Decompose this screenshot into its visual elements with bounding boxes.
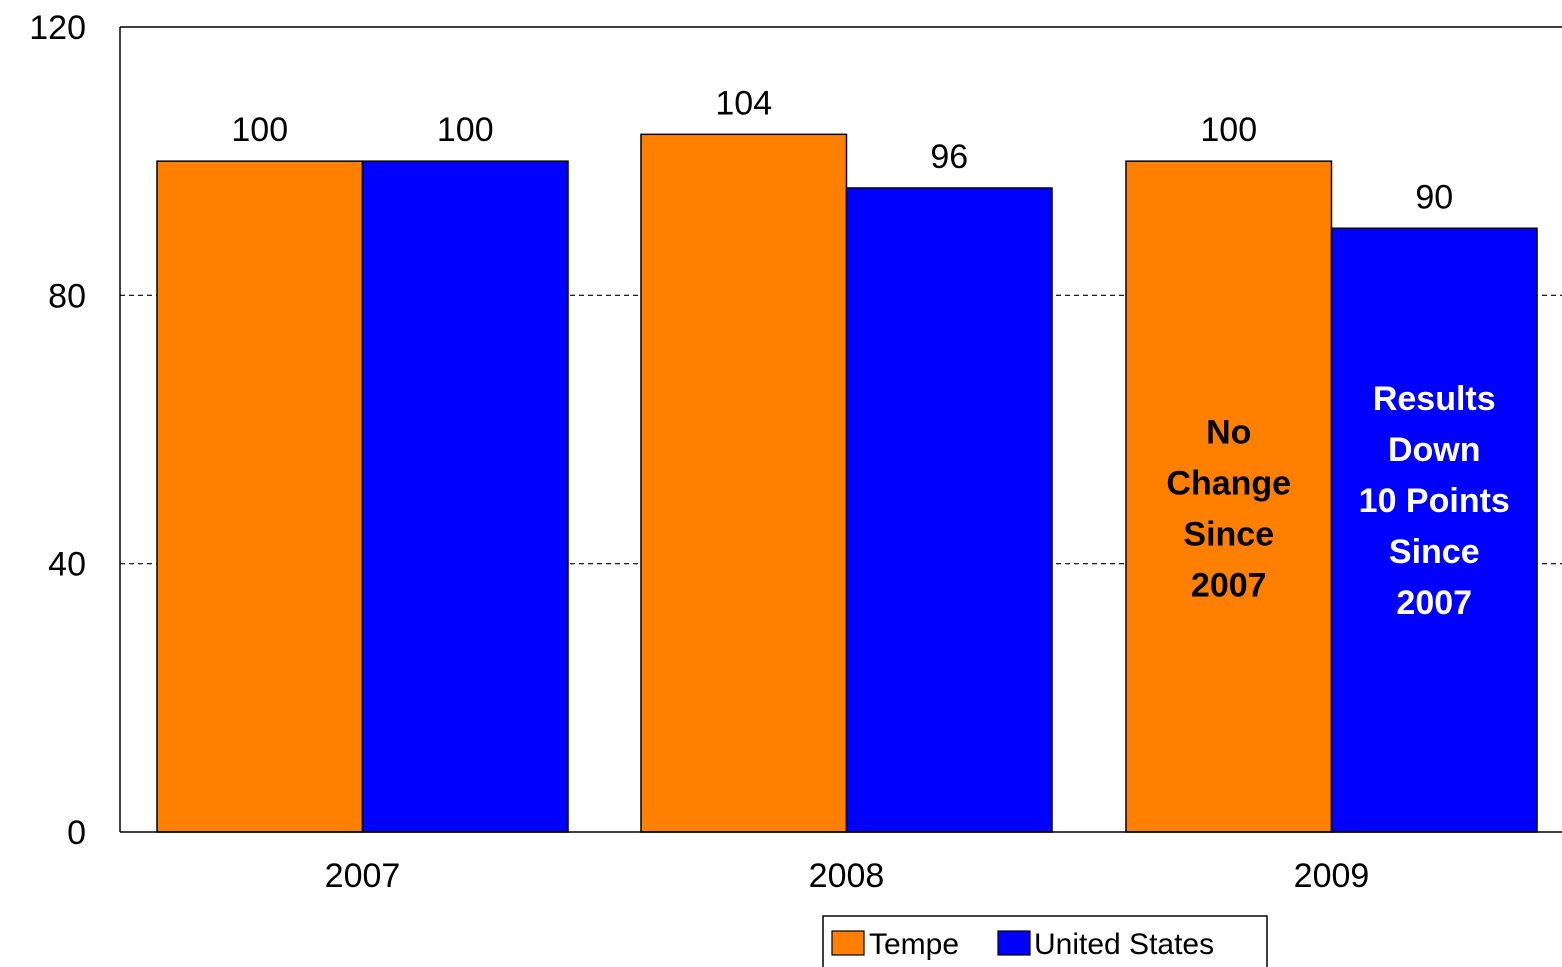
annotation-line: Down bbox=[1388, 431, 1481, 469]
bar-tempe-2008 bbox=[640, 133, 848, 833]
annotation-line: No bbox=[1206, 414, 1251, 452]
bars bbox=[156, 133, 1538, 833]
bar-tempe-2007 bbox=[156, 160, 364, 833]
plot-frame bbox=[119, 26, 1562, 833]
x-tick-label-2007: 2007 bbox=[325, 857, 401, 895]
bar-united-states-2007 bbox=[361, 160, 569, 833]
x-tick-label-2008: 2008 bbox=[809, 857, 885, 895]
x-axis-ticks: 2007 2008 2009 bbox=[325, 857, 1370, 895]
x-tick-label-2009: 2009 bbox=[1294, 857, 1370, 895]
annotation-tempe: No Change Since 2007 bbox=[1166, 414, 1291, 605]
legend-swatch-tempe bbox=[831, 930, 865, 956]
annotations: No Change Since 2007 Results Down 10 Points Sin… bbox=[1166, 380, 1509, 622]
annotation-line: Change bbox=[1166, 465, 1291, 503]
y-axis-ticks: 0 40 80 120 bbox=[29, 9, 86, 852]
data-labels: 100 104 100 100 96 90 bbox=[231, 84, 1453, 216]
annotation-line: 2007 bbox=[1191, 567, 1267, 605]
bar-united-states-2009 bbox=[1330, 227, 1538, 833]
bar-united-states-2008 bbox=[845, 187, 1053, 833]
bar-tempe-2009 bbox=[1125, 160, 1333, 833]
legend-label-tempe: Tempe bbox=[869, 928, 959, 961]
annotation-line: Since bbox=[1389, 533, 1480, 571]
y-tick-label-40: 40 bbox=[48, 546, 86, 584]
legend: Tempe United States bbox=[822, 915, 1268, 967]
y-tick-label-80: 80 bbox=[48, 277, 86, 315]
legend-label-united-states: United States bbox=[1034, 928, 1214, 961]
data-label-united-states-2009: 90 bbox=[1415, 178, 1453, 216]
data-label-tempe-2008: 104 bbox=[715, 84, 772, 122]
data-label-united-states-2007: 100 bbox=[437, 111, 494, 149]
legend-swatch-united-states bbox=[997, 930, 1031, 956]
annotation-line: Results bbox=[1373, 380, 1496, 418]
annotation-line: Since bbox=[1183, 516, 1274, 554]
annotation-united-states: Results Down 10 Points Since 2007 bbox=[1359, 380, 1510, 622]
y-tick-label-120: 120 bbox=[29, 9, 86, 47]
y-tick-label-0: 0 bbox=[67, 814, 86, 852]
data-label-tempe-2007: 100 bbox=[231, 111, 288, 149]
legend-box bbox=[822, 915, 1268, 967]
annotation-line: 2007 bbox=[1396, 584, 1472, 622]
data-label-tempe-2009: 100 bbox=[1200, 111, 1257, 149]
annotation-line: 10 Points bbox=[1359, 482, 1510, 520]
data-label-united-states-2008: 96 bbox=[930, 138, 968, 176]
